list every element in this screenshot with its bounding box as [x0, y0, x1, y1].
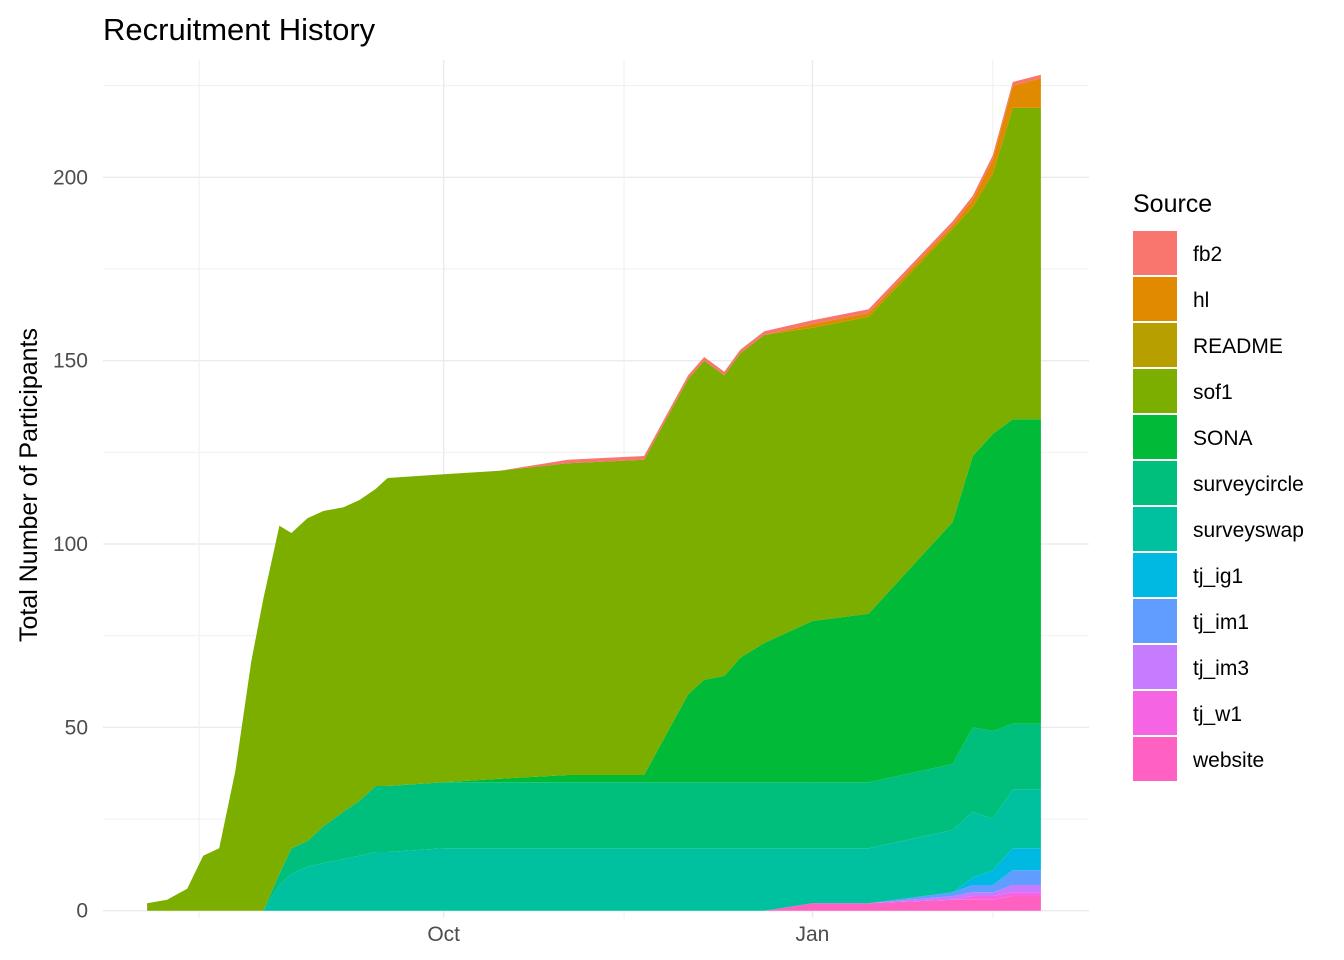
- legend-swatch-surveyswap: [1133, 507, 1177, 551]
- legend-swatch-sona: [1133, 415, 1177, 459]
- legend-swatch-tj-w1: [1133, 691, 1177, 735]
- legend-label-surveycircle: surveycircle: [1193, 473, 1304, 496]
- legend-label-tj-w1: tj_w1: [1193, 703, 1242, 726]
- legend-swatch-tj-ig1: [1133, 553, 1177, 597]
- legend-swatch-fb2: [1133, 231, 1177, 275]
- legend-swatch-readme: [1133, 323, 1177, 367]
- area-surveycircle: [147, 723, 1041, 911]
- y-axis-ticks: 0 50 100 150 200: [53, 166, 88, 922]
- y-axis-title: Total Number of Participants: [15, 328, 43, 642]
- stacked-areas: [147, 74, 1041, 911]
- legend-label-hl: hl: [1193, 289, 1209, 312]
- legend-swatch-hl: [1133, 277, 1177, 321]
- y-tick-label: 0: [76, 900, 88, 923]
- legend: Source fb2 hl README sof1 SONA surveycircle su…: [1133, 190, 1304, 781]
- legend-label-tj-im1: tj_im1: [1193, 611, 1249, 634]
- legend-label-fb2: fb2: [1193, 243, 1222, 266]
- legend-label-website: website: [1192, 749, 1264, 772]
- x-tick-label: Jan: [796, 923, 830, 946]
- legend-swatch-surveycircle: [1133, 461, 1177, 505]
- area-website: [147, 896, 1041, 911]
- legend-label-sona: SONA: [1193, 427, 1253, 450]
- area-surveyswap: [147, 789, 1041, 911]
- legend-label-surveyswap: surveyswap: [1193, 519, 1304, 542]
- y-tick-label: 200: [53, 166, 88, 189]
- legend-swatch-tj-im1: [1133, 599, 1177, 643]
- y-tick-label: 100: [53, 533, 88, 556]
- y-tick-label: 150: [53, 350, 88, 373]
- legend-label-tj-ig1: tj_ig1: [1193, 565, 1243, 588]
- area-sona: [147, 419, 1041, 911]
- legend-label-sof1: sof1: [1193, 381, 1233, 404]
- legend-title: Source: [1133, 190, 1212, 218]
- x-axis-ticks: Oct Jan: [427, 923, 829, 946]
- y-tick-label: 50: [65, 716, 88, 739]
- x-tick-label: Oct: [427, 923, 460, 946]
- legend-label-readme: README: [1193, 335, 1283, 358]
- chart-title: Recruitment History: [103, 12, 376, 47]
- legend-swatch-tj-im3: [1133, 645, 1177, 689]
- legend-swatch-website: [1133, 737, 1177, 781]
- area-sof1: [147, 107, 1041, 911]
- legend-swatch-sof1: [1133, 369, 1177, 413]
- legend-label-tj-im3: tj_im3: [1193, 657, 1249, 680]
